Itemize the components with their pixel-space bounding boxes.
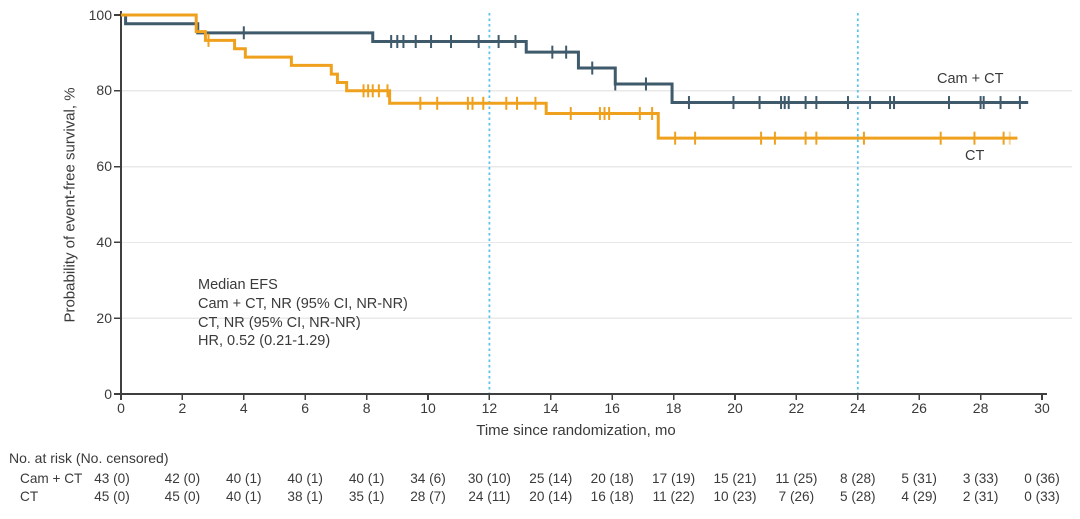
x-tick-label: 16: [604, 400, 620, 416]
risk-value: 0 (36): [1024, 471, 1060, 486]
risk-value: 10 (23): [713, 489, 757, 504]
x-tick-label: 18: [665, 400, 682, 416]
x-tick-label: 10: [420, 400, 436, 416]
risk-table-title: No. at risk (No. censored): [9, 450, 169, 466]
annotation-ct-median: CT, NR (95% CI, NR-NR): [198, 314, 361, 331]
y-axis-label: Probability of event-free survival, %: [61, 87, 79, 323]
risk-value: 11 (25): [775, 471, 818, 486]
risk-value: 28 (7): [410, 489, 446, 504]
x-tick-label: 22: [788, 400, 805, 416]
risk-value: 45 (0): [94, 489, 130, 504]
risk-value: 5 (31): [901, 471, 937, 486]
risk-value: 30 (10): [467, 471, 511, 486]
risk-value: 15 (21): [713, 471, 757, 486]
risk-value: 20 (14): [529, 489, 573, 504]
x-tick-label: 0: [117, 400, 125, 416]
risk-value: 20 (18): [590, 471, 634, 486]
risk-value: 45 (0): [164, 489, 201, 504]
x-tick-label: 28: [972, 400, 989, 416]
risk-value: 0 (33): [1024, 489, 1060, 504]
annotation-median-efs: Median EFS: [198, 277, 278, 293]
risk-value: 4 (29): [901, 489, 937, 504]
risk-value: 25 (14): [529, 471, 573, 486]
x-tick-label: 12: [481, 400, 498, 416]
risk-value: 8 (28): [840, 471, 876, 486]
x-tick-label: 26: [911, 400, 927, 416]
risk-value: 40 (1): [226, 489, 262, 504]
x-tick-label: 8: [362, 400, 371, 416]
y-tick-label: 80: [96, 82, 112, 99]
risk-value: 17 (19): [652, 471, 696, 486]
x-axis-label: Time since randomization, mo: [476, 422, 676, 439]
x-tick-label: 2: [178, 400, 187, 416]
y-tick-label: 60: [96, 158, 112, 175]
risk-value: 38 (1): [287, 489, 323, 504]
x-tick-label: 4: [239, 400, 248, 416]
risk-value: 42 (0): [164, 471, 201, 486]
risk-value: 24 (11): [468, 489, 511, 504]
annotation-camct-median: Cam + CT, NR (95% CI, NR-NR): [198, 295, 408, 312]
annotation-block: Median EFS Cam + CT, NR (95% CI, NR-NR) …: [198, 276, 408, 351]
risk-value: 35 (1): [348, 489, 385, 504]
series-line-ct: [121, 13, 1018, 140]
risk-value: 34 (6): [410, 471, 446, 486]
x-tick-label: 14: [543, 400, 559, 416]
y-tick-label: 40: [96, 233, 112, 250]
risk-value: 5 (28): [840, 489, 876, 504]
risk-value: 7 (26): [778, 489, 815, 504]
x-tick-label: 30: [1034, 400, 1050, 416]
series-label-camct: Cam + CT: [937, 71, 1004, 87]
y-tick-label: 0: [104, 385, 112, 402]
risk-value: 16 (18): [590, 489, 634, 504]
risk-value: 40 (1): [348, 471, 385, 486]
y-tick-label: 20: [96, 309, 112, 326]
y-tick-label: 100: [88, 6, 112, 23]
risk-value: 40 (1): [287, 471, 323, 486]
x-tick-label: 6: [301, 400, 310, 416]
risk-row-label-camct: Cam + CT: [20, 471, 83, 486]
risk-value: 3 (33): [962, 471, 999, 486]
x-tick-label: 24: [850, 400, 866, 416]
risk-value: 2 (31): [962, 489, 999, 504]
risk-row-label-ct: CT: [20, 489, 39, 504]
x-tick-label: 20: [727, 400, 743, 416]
series-label-ct: CT: [965, 148, 985, 164]
risk-value: 11 (22): [652, 489, 695, 504]
risk-value: 40 (1): [226, 471, 262, 486]
annotation-hazard-ratio: HR, 0.52 (0.21-1.29): [198, 333, 331, 350]
risk-value: 43 (0): [94, 471, 130, 486]
series-line-camct: [121, 13, 1029, 105]
